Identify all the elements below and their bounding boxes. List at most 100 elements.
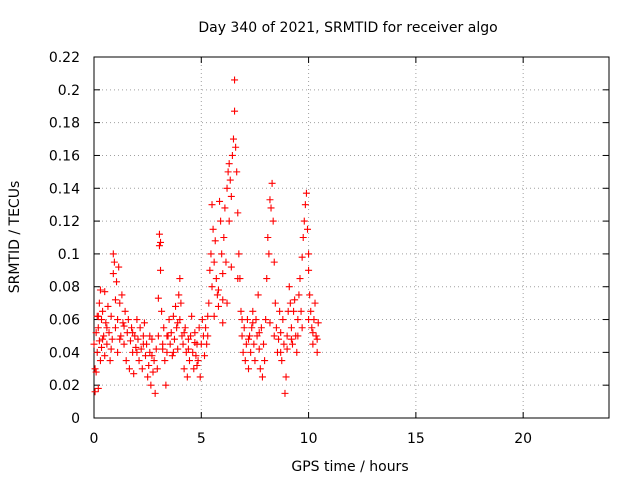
data-point <box>258 373 266 381</box>
data-point <box>255 345 263 353</box>
data-point <box>202 324 210 332</box>
data-point <box>95 337 103 345</box>
data-point <box>165 316 173 324</box>
data-point <box>103 324 111 332</box>
data-point <box>142 352 149 360</box>
data-point <box>288 340 296 348</box>
data-point <box>93 348 101 356</box>
x-tick-label: 20 <box>514 431 532 447</box>
data-point <box>154 294 162 302</box>
y-tick-label: 0.1 <box>58 247 80 263</box>
data-point <box>92 368 100 376</box>
data-point <box>116 299 124 307</box>
data-point <box>224 168 232 176</box>
data-point <box>203 340 211 348</box>
plot-frame <box>93 56 610 419</box>
data-point <box>270 258 278 266</box>
data-point <box>114 316 122 324</box>
data-point <box>99 335 107 343</box>
x-tick-label: 15 <box>407 431 425 447</box>
data-point <box>261 357 269 365</box>
y-tick-label: 0.06 <box>49 313 80 329</box>
data-point <box>305 316 313 324</box>
data-point <box>220 234 228 241</box>
data-point <box>271 299 279 307</box>
y-tick-label: 0.22 <box>49 50 80 66</box>
data-point <box>194 357 202 365</box>
data-point <box>111 296 119 304</box>
data-point <box>218 250 226 258</box>
data-point <box>129 329 137 337</box>
data-point <box>126 337 134 345</box>
data-point <box>309 340 317 348</box>
data-point <box>223 184 231 192</box>
data-point <box>91 365 99 373</box>
data-point <box>125 365 133 373</box>
data-point <box>139 332 147 340</box>
data-point <box>104 302 112 310</box>
data-point <box>133 316 141 324</box>
data-point <box>210 258 218 266</box>
data-point <box>300 217 308 225</box>
data-point <box>247 348 255 356</box>
data-point <box>270 332 278 340</box>
data-point <box>314 319 322 327</box>
data-point <box>132 343 140 351</box>
data-point <box>94 384 102 392</box>
data-point <box>269 217 277 225</box>
data-point <box>168 352 176 360</box>
data-point <box>183 373 191 381</box>
data-point <box>297 307 305 315</box>
data-point <box>120 340 128 348</box>
data-point <box>252 316 260 324</box>
data-point <box>116 335 124 343</box>
data-point <box>204 312 212 320</box>
data-point <box>237 307 245 315</box>
data-point <box>294 316 302 324</box>
data-point <box>96 286 104 294</box>
data-point <box>159 345 167 353</box>
y-tick-label: 0.12 <box>49 214 80 230</box>
data-point <box>298 253 306 261</box>
data-point <box>219 319 227 327</box>
data-point <box>139 340 147 348</box>
data-point <box>251 357 259 365</box>
data-point <box>121 307 129 315</box>
data-point <box>228 151 236 159</box>
data-point <box>267 204 275 212</box>
y-tick-label: 0 <box>71 411 80 427</box>
data-point <box>124 316 132 324</box>
data-point <box>108 335 116 343</box>
data-point <box>294 332 302 340</box>
data-point <box>196 373 204 381</box>
data-point <box>242 340 250 348</box>
data-point <box>301 201 309 209</box>
data-point <box>291 296 299 304</box>
data-point <box>283 345 291 353</box>
grid-lines <box>94 57 609 418</box>
data-point <box>260 340 268 348</box>
data-point <box>249 307 257 315</box>
data-point <box>135 357 143 365</box>
data-point <box>163 348 171 356</box>
data-point <box>307 307 315 315</box>
data-point <box>147 381 155 389</box>
data-point <box>167 329 175 337</box>
data-point <box>128 324 136 332</box>
data-point <box>229 135 237 143</box>
data-point <box>205 299 213 307</box>
data-point <box>204 332 212 340</box>
data-point <box>101 352 109 360</box>
data-point <box>109 250 117 258</box>
data-point <box>296 275 304 283</box>
data-point <box>206 266 214 274</box>
data-point <box>211 237 219 245</box>
data-point <box>160 324 168 332</box>
data-point <box>179 340 187 348</box>
data-point <box>263 275 271 283</box>
data-point <box>313 335 321 343</box>
data-point <box>234 209 242 217</box>
data-point <box>305 266 313 274</box>
data-point <box>219 270 227 278</box>
data-point <box>94 312 102 320</box>
